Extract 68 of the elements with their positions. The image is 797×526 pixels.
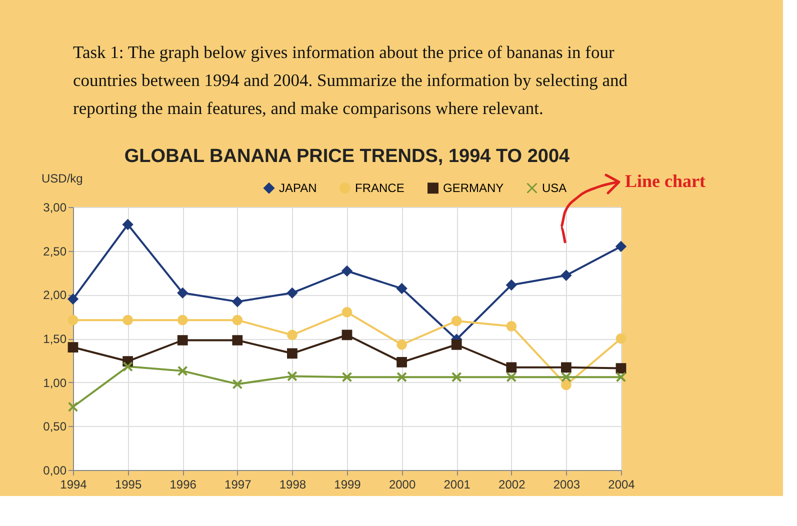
point (287, 288, 298, 298)
x-tick-label: 1997 (224, 478, 252, 492)
y-axis-title: USD/kg (42, 172, 83, 186)
point (561, 380, 572, 390)
point (342, 266, 352, 276)
point (451, 372, 462, 382)
legend-label: USA (542, 181, 567, 196)
point (232, 296, 243, 307)
point (506, 372, 517, 382)
point (68, 342, 78, 352)
y-tick-label: 2,50 (43, 244, 67, 258)
x-tick-label: 1996 (170, 478, 197, 492)
legend-label: FRANCE (355, 181, 404, 196)
point (122, 219, 133, 230)
point (68, 294, 78, 304)
chart-title: GLOBAL BANANA PRICE TRENDS, 1994 TO 2004 (124, 146, 570, 167)
point (561, 372, 572, 382)
point (396, 339, 407, 350)
point (561, 362, 572, 373)
point (177, 335, 188, 346)
point (68, 402, 78, 412)
point (232, 378, 243, 390)
point (396, 283, 407, 294)
x-tick-label: 2004 (608, 478, 636, 492)
x-tick-label: 2002 (498, 478, 526, 492)
point (68, 314, 78, 326)
legend-label: GERMANY (443, 181, 504, 196)
x-tick-label: 1999 (334, 478, 362, 492)
point (287, 330, 298, 340)
legend-label: JAPAN (279, 181, 317, 196)
point (287, 371, 298, 382)
point (506, 362, 517, 373)
point (177, 288, 188, 298)
point (122, 314, 133, 326)
point (616, 363, 626, 374)
y-tick-label: 3,00 (43, 200, 67, 214)
point (616, 372, 626, 382)
point (506, 280, 517, 290)
point (451, 316, 462, 326)
point (396, 356, 407, 368)
point (342, 330, 352, 340)
y-tick-label: 0,00 (43, 464, 67, 478)
point (396, 372, 407, 382)
y-tick-label: 1,50 (43, 332, 67, 346)
point (506, 321, 517, 332)
x-tick-label: 2001 (444, 478, 471, 492)
text: Task 1: The graph below gives information about the price of bananas in four countries between 1994 and 2004. Summarize the information by selecting and reporting the main features, and make comparisons where relevant. (73, 42, 628, 118)
point (122, 361, 133, 372)
text: Line chart (625, 171, 706, 191)
x-tick-label: 1995 (114, 478, 142, 492)
point (232, 335, 243, 346)
point (451, 339, 462, 350)
point (561, 270, 572, 281)
point (342, 307, 352, 318)
point (616, 241, 626, 252)
point (616, 333, 626, 344)
x-tick-label: 1994 (60, 478, 88, 492)
point (287, 348, 298, 359)
point (177, 314, 188, 326)
point (342, 372, 352, 382)
y-tick-label: 0,50 (43, 420, 67, 434)
x-tick-label: 2003 (553, 478, 580, 492)
x-tick-label: 1998 (279, 478, 306, 492)
x-tick-label: 2000 (388, 478, 416, 492)
point (232, 314, 243, 326)
y-tick-label: 1,00 (43, 376, 67, 390)
point (177, 366, 188, 376)
y-tick-label: 2,00 (43, 288, 67, 302)
